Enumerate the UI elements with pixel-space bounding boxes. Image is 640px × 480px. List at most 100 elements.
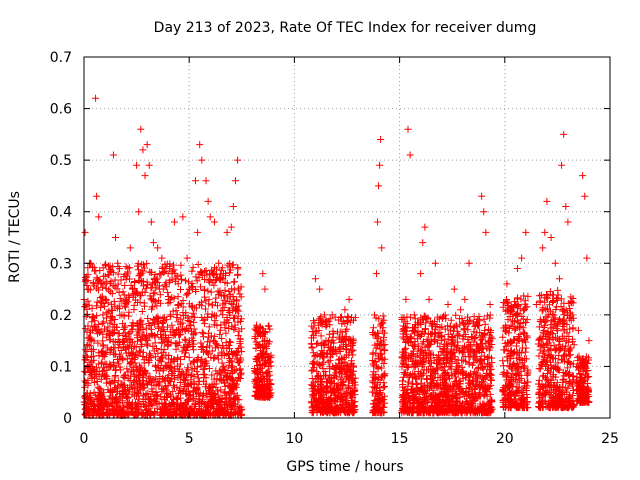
data-point	[197, 298, 205, 306]
data-point	[98, 358, 106, 366]
data-point	[220, 344, 228, 352]
data-point	[223, 294, 231, 302]
data-point	[194, 371, 202, 379]
data-point	[190, 365, 198, 373]
data-point	[224, 367, 232, 375]
data-point	[205, 277, 213, 285]
data-point	[185, 300, 193, 308]
data-point	[106, 328, 114, 336]
data-point	[123, 365, 131, 373]
data-point	[232, 303, 240, 311]
data-point	[205, 323, 213, 331]
data-point	[235, 327, 243, 335]
data-point	[127, 359, 135, 367]
data-point	[139, 373, 147, 381]
data-point	[263, 345, 271, 353]
data-point	[132, 350, 140, 358]
data-point	[130, 342, 138, 350]
data-point	[81, 398, 89, 406]
data-point	[219, 300, 227, 308]
data-point	[236, 411, 244, 419]
data-point	[267, 362, 275, 370]
data-point	[209, 269, 217, 277]
data-point	[81, 367, 89, 375]
data-point	[235, 374, 243, 382]
data-point	[111, 276, 119, 284]
data-point	[189, 263, 197, 271]
data-point	[121, 322, 129, 330]
data-point	[134, 337, 142, 345]
data-point	[175, 365, 183, 373]
data-point	[171, 375, 179, 383]
data-point	[228, 350, 236, 358]
data-point	[103, 410, 111, 418]
data-point	[202, 267, 210, 275]
data-point	[225, 388, 233, 396]
data-point	[99, 264, 107, 272]
data-point	[210, 281, 218, 289]
data-point	[136, 380, 144, 388]
data-point	[129, 338, 137, 346]
data-point	[214, 302, 222, 310]
data-point	[182, 400, 190, 408]
data-point	[85, 301, 93, 309]
data-point	[182, 277, 190, 285]
data-point	[189, 309, 197, 317]
data-point	[89, 278, 97, 286]
data-point	[267, 381, 275, 389]
data-point	[114, 377, 122, 385]
data-point	[87, 335, 95, 343]
data-point	[129, 293, 137, 301]
data-point	[113, 285, 121, 293]
data-point	[93, 298, 101, 306]
data-point	[235, 359, 243, 367]
data-point	[129, 378, 137, 386]
data-point	[192, 273, 200, 281]
data-point	[234, 286, 242, 294]
data-point	[182, 291, 190, 299]
data-point	[184, 289, 192, 297]
data-point	[147, 325, 155, 333]
data-point	[146, 292, 154, 300]
data-point	[163, 386, 171, 394]
data-point	[148, 303, 156, 311]
data-point	[202, 305, 210, 313]
data-point	[97, 304, 105, 312]
data-point	[129, 319, 137, 327]
data-point	[254, 374, 262, 382]
data-point	[266, 389, 274, 397]
data-point	[179, 370, 187, 378]
data-point	[90, 374, 98, 382]
data-point	[219, 410, 227, 418]
data-point	[214, 343, 222, 351]
data-point	[190, 408, 198, 416]
data-point	[185, 278, 193, 286]
data-point	[114, 280, 122, 288]
data-point	[171, 331, 179, 339]
data-point	[160, 403, 168, 411]
data-point	[102, 295, 110, 303]
data-point	[144, 342, 152, 350]
data-point	[120, 326, 128, 334]
data-point	[120, 388, 128, 396]
data-point	[149, 295, 157, 303]
data-point	[177, 271, 185, 279]
data-point	[97, 392, 105, 400]
data-point	[189, 387, 197, 395]
data-point	[183, 410, 191, 418]
data-point	[264, 322, 272, 330]
data-point	[139, 348, 147, 356]
data-point	[119, 373, 127, 381]
data-point	[164, 288, 172, 296]
data-point	[186, 321, 194, 329]
data-point	[105, 378, 113, 386]
data-point	[202, 347, 210, 355]
data-point	[209, 336, 217, 344]
data-point	[163, 323, 171, 331]
data-point	[258, 342, 266, 350]
data-point	[176, 360, 184, 368]
data-point	[108, 314, 116, 322]
data-point	[227, 266, 235, 274]
data-point	[221, 324, 229, 332]
data-point	[218, 395, 226, 403]
